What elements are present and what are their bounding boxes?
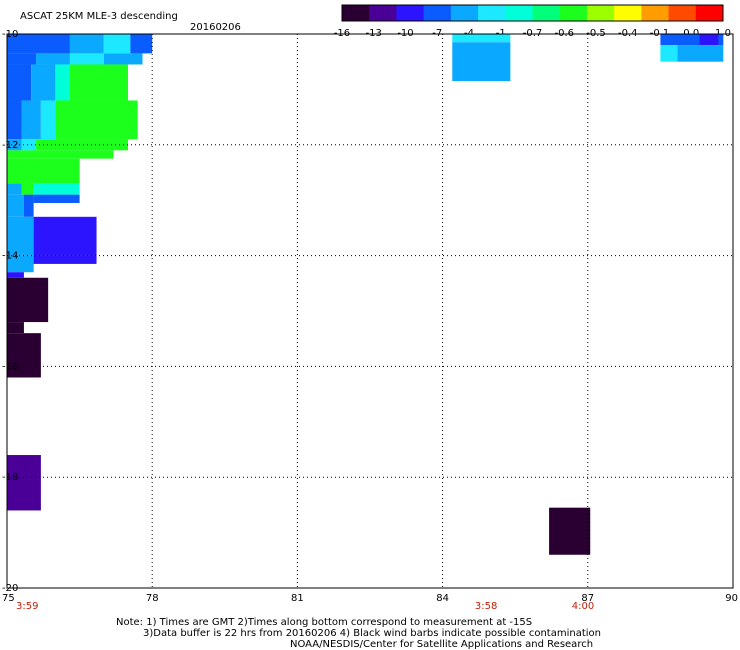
x-tick-label: 78 — [146, 593, 159, 604]
data-cell — [7, 455, 41, 511]
footer-note-line1: Note: 1) Times are GMT 2)Times along bot… — [116, 617, 532, 628]
colorbar-swatch — [532, 5, 561, 21]
colorbar-swatch — [450, 5, 479, 21]
data-cell — [677, 45, 724, 62]
data-cell — [7, 34, 70, 54]
data-cell — [7, 255, 34, 273]
colorbar-swatch — [423, 5, 452, 21]
y-tick-labels: -10 -12 -14 -16 -18 -20 — [2, 29, 18, 594]
colorbar-swatch — [641, 5, 670, 21]
x-tick-label: 87 — [581, 593, 594, 604]
colorbar-swatch — [342, 5, 370, 21]
data-cell — [21, 183, 34, 195]
colorbar-swatch — [505, 5, 533, 21]
data-cell — [7, 194, 24, 217]
data-cell — [7, 333, 41, 378]
data-cell — [7, 277, 49, 323]
data-cell — [69, 53, 104, 65]
data-cell — [55, 100, 138, 140]
data-cell — [660, 34, 700, 46]
data-cell — [130, 34, 153, 54]
x-tick-labels: 75 78 81 84 87 90 — [2, 593, 738, 604]
data-cell — [103, 34, 131, 54]
data-cell — [718, 34, 724, 46]
colorbar-swatch — [559, 5, 588, 21]
footer-credit: NOAA/NESDIS/Center for Satellite Applica… — [290, 639, 593, 650]
data-cell — [7, 64, 32, 101]
y-tick-label: -14 — [2, 251, 18, 262]
colorbar-swatch — [695, 5, 724, 21]
colorbar-swatch — [586, 5, 615, 21]
colorbar-swatch — [369, 5, 397, 21]
data-cell — [33, 183, 80, 195]
colorbar-swatch — [614, 5, 642, 21]
plot-title: ASCAT 25KM MLE-3 descending — [20, 11, 178, 22]
time-label: 3:59 — [16, 601, 38, 612]
data-cell — [7, 100, 22, 140]
data-cell — [7, 216, 34, 256]
x-tick-label: 84 — [436, 593, 449, 604]
data-cell — [452, 42, 511, 82]
y-tick-label: -10 — [2, 29, 18, 40]
data-cell — [21, 100, 41, 140]
y-tick-label: -20 — [2, 583, 18, 594]
x-tick-label: 75 — [2, 593, 15, 604]
data-cell — [33, 255, 97, 264]
data-cell — [69, 64, 128, 101]
data-cell — [7, 322, 24, 334]
data-cell — [21, 139, 37, 151]
data-cell — [23, 194, 34, 217]
data-cell — [40, 100, 56, 140]
plot-date: 20160206 — [190, 22, 241, 33]
colorbar-swatch — [396, 5, 425, 21]
data-cell — [36, 53, 70, 65]
y-tick-label: -16 — [2, 361, 18, 372]
footer-note-line2: 3)Data buffer is 22 hrs from 20160206 4)… — [143, 628, 601, 639]
data-cell — [69, 34, 104, 54]
y-tick-label: -12 — [2, 140, 18, 151]
data-cell — [7, 53, 37, 65]
data-cell — [33, 216, 97, 256]
data-cell — [7, 150, 114, 159]
data-cell — [452, 34, 511, 43]
plot-frame — [6, 33, 734, 589]
data-cell — [103, 53, 143, 65]
time-labels: 3:59 3:58 4:00 — [16, 601, 594, 612]
colorbar — [341, 4, 724, 22]
x-tick-label: 81 — [291, 593, 304, 604]
data-cell — [699, 34, 719, 46]
data-cell — [55, 64, 70, 101]
data-cell — [31, 64, 56, 101]
data-cell — [7, 183, 22, 195]
colorbar-swatch — [478, 5, 506, 21]
data-cell — [7, 272, 24, 278]
grid-lines — [7, 34, 733, 588]
data-cell — [33, 194, 80, 203]
data-cell — [7, 158, 80, 184]
data-cell — [660, 45, 678, 62]
time-label: 3:58 — [475, 601, 497, 612]
time-label: 4:00 — [572, 601, 594, 612]
colorbar-swatch — [668, 5, 697, 21]
data-cell — [549, 507, 591, 555]
data-cells — [7, 34, 724, 555]
y-tick-label: -18 — [2, 472, 18, 483]
data-cell — [36, 139, 128, 151]
data-cell — [7, 139, 22, 151]
colorbar-frame — [341, 4, 724, 22]
x-tick-label: 90 — [725, 593, 738, 604]
